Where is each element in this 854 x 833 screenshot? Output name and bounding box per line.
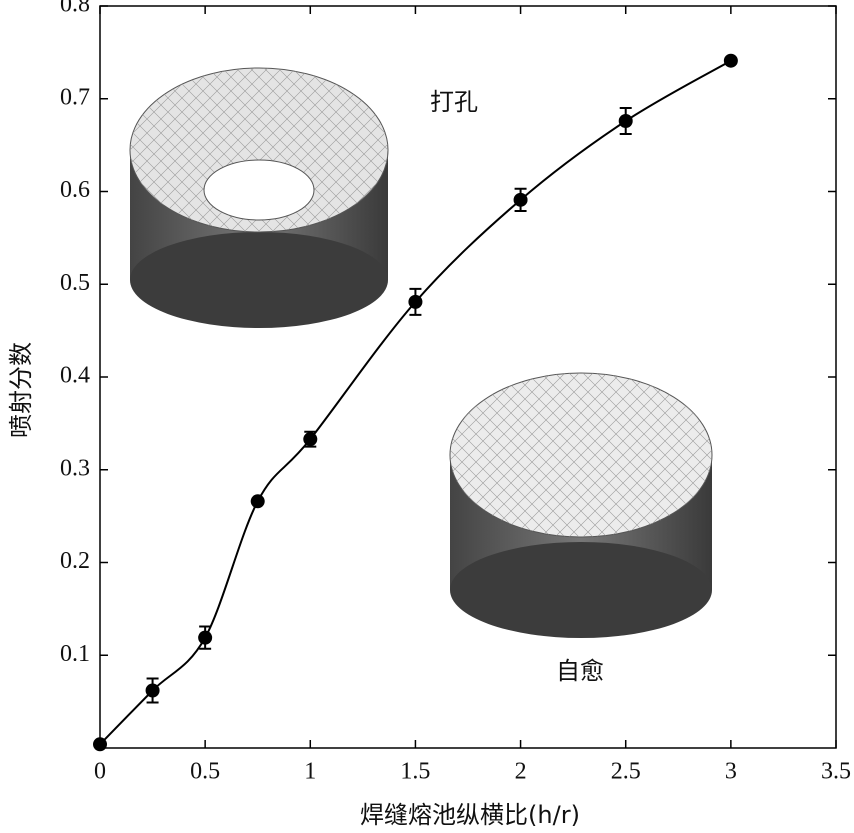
point [408, 294, 423, 309]
point [93, 737, 107, 752]
x-tick-label: 0.5 [190, 759, 220, 785]
line [99, 59, 732, 745]
y-tick-label: 0.7 [60, 84, 90, 110]
x-tick-label: 3 [725, 759, 737, 785]
point [198, 630, 213, 645]
drilled-cylinder-image [129, 67, 389, 328]
annotation: 打孔 [430, 88, 478, 116]
y-tick-label: 0.4 [60, 363, 90, 389]
x-tick-label: 1 [304, 759, 316, 785]
x-tick-label: 2 [515, 759, 527, 785]
point [145, 683, 160, 698]
point [618, 114, 633, 129]
y-tick-label: 0.1 [60, 641, 90, 667]
x-tick-label: 2.5 [611, 759, 641, 785]
annotation: 自愈 [556, 657, 604, 685]
y-tick-label: 0.8 [60, 0, 90, 18]
point [723, 53, 738, 68]
x-tick-label: 3.5 [821, 759, 851, 785]
self-healing-cylinder-image [449, 372, 713, 638]
y-tick-label: 0.5 [60, 270, 90, 296]
x-tick-label: 1.5 [400, 759, 430, 785]
y-tick-label: 0.2 [60, 548, 90, 574]
y-tick-label: 0.3 [60, 455, 90, 481]
point [250, 494, 265, 509]
x-axis-label: 焊缝熔池纵横比(h/r) [360, 801, 580, 829]
x-tick-label: 0 [94, 759, 106, 785]
y-tick-label: 0.6 [60, 177, 90, 203]
point [303, 432, 318, 447]
y-axis-label: 喷射分数 [7, 342, 35, 438]
point [513, 192, 528, 207]
